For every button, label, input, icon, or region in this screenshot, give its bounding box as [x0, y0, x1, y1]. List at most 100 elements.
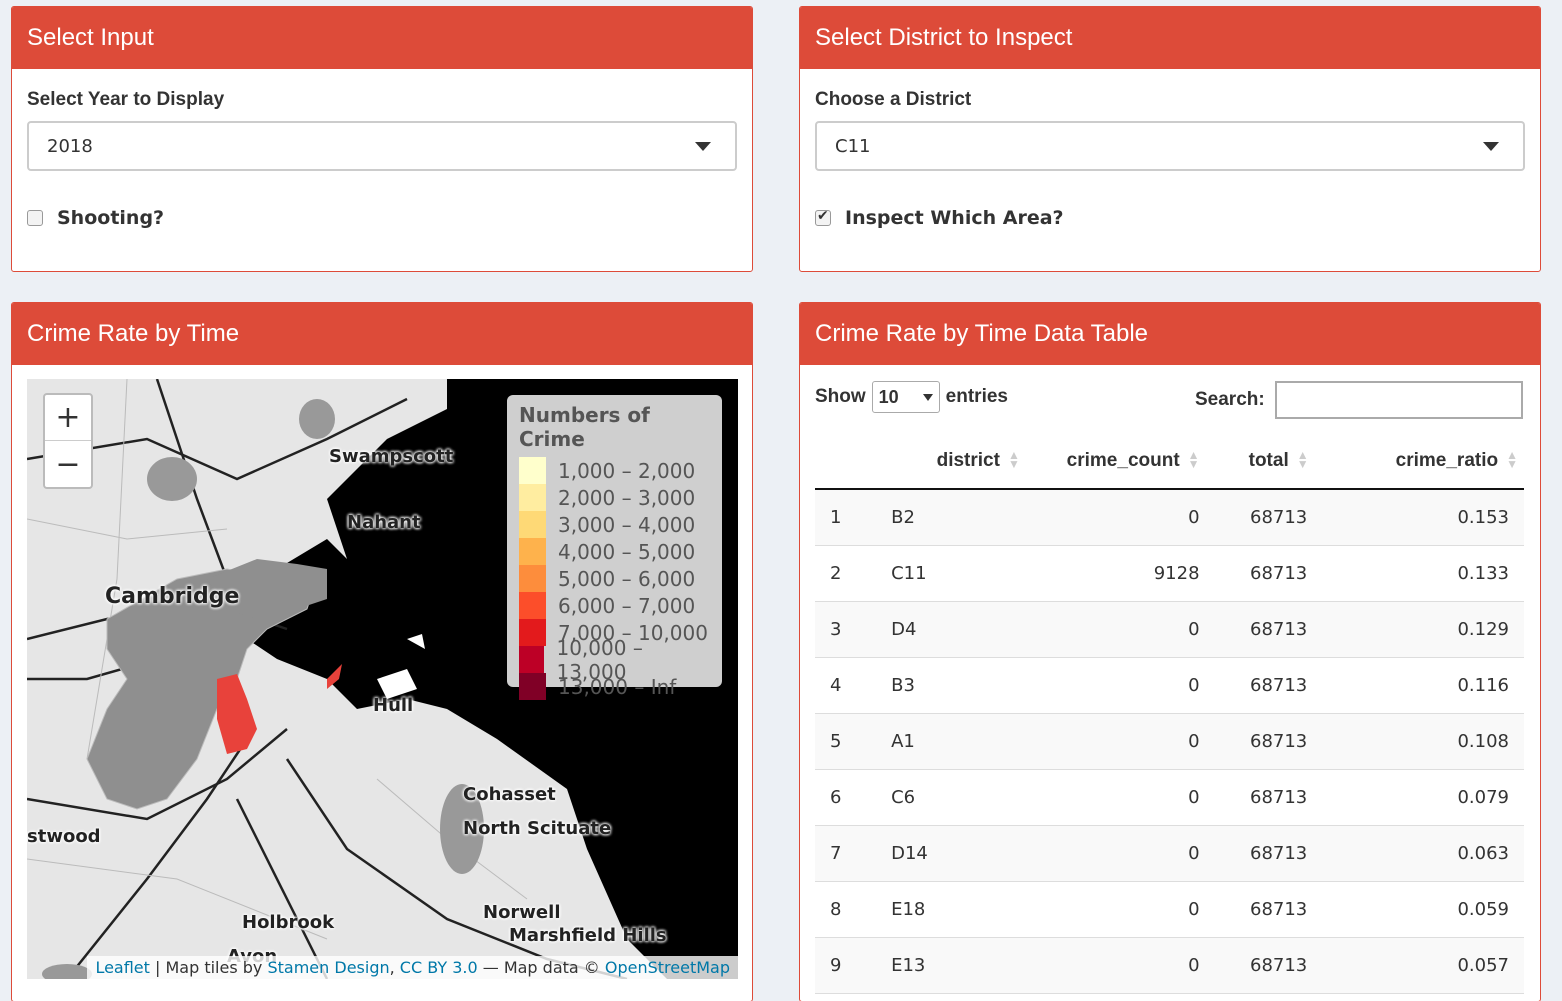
table-row[interactable]: 3 D4 0 68713 0.129: [815, 601, 1524, 658]
column-header-total[interactable]: total ▲ ▼: [1213, 433, 1344, 490]
select-district-box: Select District to Inspect Choose a Dist…: [799, 6, 1541, 272]
inspect-checkbox[interactable]: [815, 208, 831, 226]
cell-total: 68713: [1213, 601, 1344, 658]
column-header-index: [815, 433, 886, 490]
cell-district: B2: [885, 489, 1066, 546]
islands: [377, 634, 425, 699]
row-index: 2: [815, 545, 886, 602]
cell-crime-count: 0: [1065, 881, 1214, 938]
data-table: district ▲ ▼ crime_count ▲ ▼ total ▲ ▼ crime_r…: [815, 433, 1524, 994]
place-marshfield-hills: Marshfield Hills: [509, 925, 667, 946]
cell-district: B3: [885, 657, 1066, 714]
place-hull: Hull: [373, 695, 414, 716]
district-select[interactable]: C11: [815, 121, 1525, 171]
year-select[interactable]: 2018: [27, 121, 737, 171]
column-header-crime-ratio[interactable]: crime_ratio ▲ ▼: [1343, 433, 1524, 490]
shooting-label: Shooting?: [57, 207, 165, 229]
cell-crime-count: 0: [1065, 489, 1214, 546]
cell-crime-count: 9128: [1065, 545, 1214, 602]
district-label: Choose a District: [815, 89, 972, 110]
map-legend: Numbers of Crime 1,000 – 2,000 2,000 – 3,…: [507, 395, 722, 700]
length-select[interactable]: 10: [871, 381, 940, 413]
cell-total: 68713: [1213, 489, 1344, 546]
attribution-text: ,: [389, 958, 400, 977]
cell-total: 68713: [1213, 881, 1344, 938]
place-holbrook: Holbrook: [242, 912, 335, 933]
shooting-checkbox[interactable]: [27, 210, 43, 226]
legend-item: 10,000 – 13,000: [519, 636, 710, 684]
sort-icon: ▲ ▼: [1007, 448, 1020, 472]
table-row[interactable]: 4 B3 0 68713 0.116: [815, 657, 1524, 714]
zoom-control: + −: [43, 393, 93, 489]
table-row[interactable]: 6 C6 0 68713 0.079: [815, 769, 1524, 826]
legend-label: 3,000 – 4,000: [558, 512, 696, 537]
table-row[interactable]: 9 E13 0 68713 0.057: [815, 937, 1524, 994]
place-cohasset: Cohasset: [463, 784, 556, 805]
highlighted-island: [327, 664, 342, 689]
table-row[interactable]: 7 D14 0 68713 0.063: [815, 825, 1524, 882]
cell-crime-count: 0: [1065, 825, 1214, 882]
column-header-district[interactable]: district ▲ ▼: [885, 433, 1066, 490]
cell-crime-ratio: 0.057: [1343, 937, 1524, 994]
legend-item: 2,000 – 3,000: [519, 484, 710, 511]
legend-swatch: [519, 565, 546, 592]
table-row[interactable]: 1 B2 0 68713 0.153: [815, 489, 1524, 546]
cell-crime-ratio: 0.108: [1343, 713, 1524, 770]
cell-crime-ratio: 0.079: [1343, 769, 1524, 826]
legend-label: 5,000 – 6,000: [558, 566, 696, 591]
cell-total: 68713: [1213, 713, 1344, 770]
cell-crime-count: 0: [1065, 769, 1214, 826]
legend-swatch: [519, 619, 546, 646]
district-areas-north: [207, 559, 327, 619]
table-row[interactable]: 2 C11 9128 68713 0.133: [815, 545, 1524, 602]
cell-district: C6: [885, 769, 1066, 826]
legend-label: 2,000 – 3,000: [558, 485, 696, 510]
place-swampscott: Swampscott: [329, 446, 454, 467]
table-row[interactable]: 5 A1 0 68713 0.108: [815, 713, 1524, 770]
zoom-in-button[interactable]: +: [45, 395, 91, 441]
cell-district: E18: [885, 881, 1066, 938]
legend-item: 7,000 – 10,000: [519, 619, 710, 646]
year-select-value: 2018: [47, 135, 93, 157]
chevron-down-icon: [922, 394, 933, 401]
table-header: Crime Rate by Time Data Table: [800, 303, 1540, 365]
length-value: 10: [878, 386, 899, 407]
cell-crime-count: 0: [1065, 601, 1214, 658]
place-north-scituate: North Scituate: [463, 818, 612, 839]
zoom-out-button[interactable]: −: [55, 446, 81, 482]
legend-item: 3,000 – 4,000: [519, 511, 710, 538]
inspect-label: Inspect Which Area?: [845, 207, 1064, 229]
legend-label: 13,000 – Inf: [558, 674, 677, 699]
map-box: Crime Rate by Time: [11, 302, 753, 1001]
cell-district: E13: [885, 937, 1066, 994]
table-box: Crime Rate by Time Data Table Show 10 en…: [799, 302, 1541, 1001]
select-input-box: Select Input Select Year to Display 2018…: [11, 6, 753, 272]
cell-total: 68713: [1213, 825, 1344, 882]
cell-crime-ratio: 0.129: [1343, 601, 1524, 658]
leaflet-link[interactable]: Leaflet: [95, 958, 150, 977]
chevron-down-icon: [1483, 142, 1499, 151]
place-nahant: Nahant: [347, 512, 421, 533]
cell-crime-count: 0: [1065, 937, 1214, 994]
column-header-crime-count[interactable]: crime_count ▲ ▼: [1065, 433, 1214, 490]
stamen-link[interactable]: Stamen Design: [267, 958, 390, 977]
cc-link[interactable]: CC BY 3.0: [399, 958, 478, 977]
legend-title: Numbers of Crime: [519, 403, 650, 451]
place-westwood: stwood: [27, 826, 101, 847]
legend-swatch: [519, 457, 546, 484]
osm-link[interactable]: OpenStreetMap: [604, 958, 730, 977]
shooting-checkbox-row[interactable]: Shooting?: [27, 207, 164, 229]
legend-label: 4,000 – 5,000: [558, 539, 696, 564]
table-header-row: district ▲ ▼ crime_count ▲ ▼ total ▲ ▼ crime_r…: [815, 433, 1524, 490]
select-input-header: Select Input: [12, 7, 752, 69]
year-label: Select Year to Display: [27, 89, 225, 110]
legend-swatch: [519, 484, 546, 511]
search-input[interactable]: [1274, 381, 1523, 419]
leaflet-map[interactable]: Swampscott Nahant Cambridge Hull Cohasse…: [27, 379, 738, 979]
search-label: Search:: [1195, 389, 1265, 410]
table-row[interactable]: 8 E18 0 68713 0.059: [815, 881, 1524, 938]
inspect-checkbox-row[interactable]: Inspect Which Area?: [815, 207, 1064, 229]
legend-item: 6,000 – 7,000: [519, 592, 710, 619]
legend-label: 7,000 – 10,000: [558, 620, 708, 645]
legend-label: 10,000 – 13,000: [556, 635, 643, 684]
